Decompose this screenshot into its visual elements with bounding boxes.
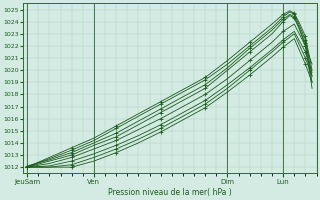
X-axis label: Pression niveau de la mer( hPa ): Pression niveau de la mer( hPa ) <box>108 188 231 197</box>
